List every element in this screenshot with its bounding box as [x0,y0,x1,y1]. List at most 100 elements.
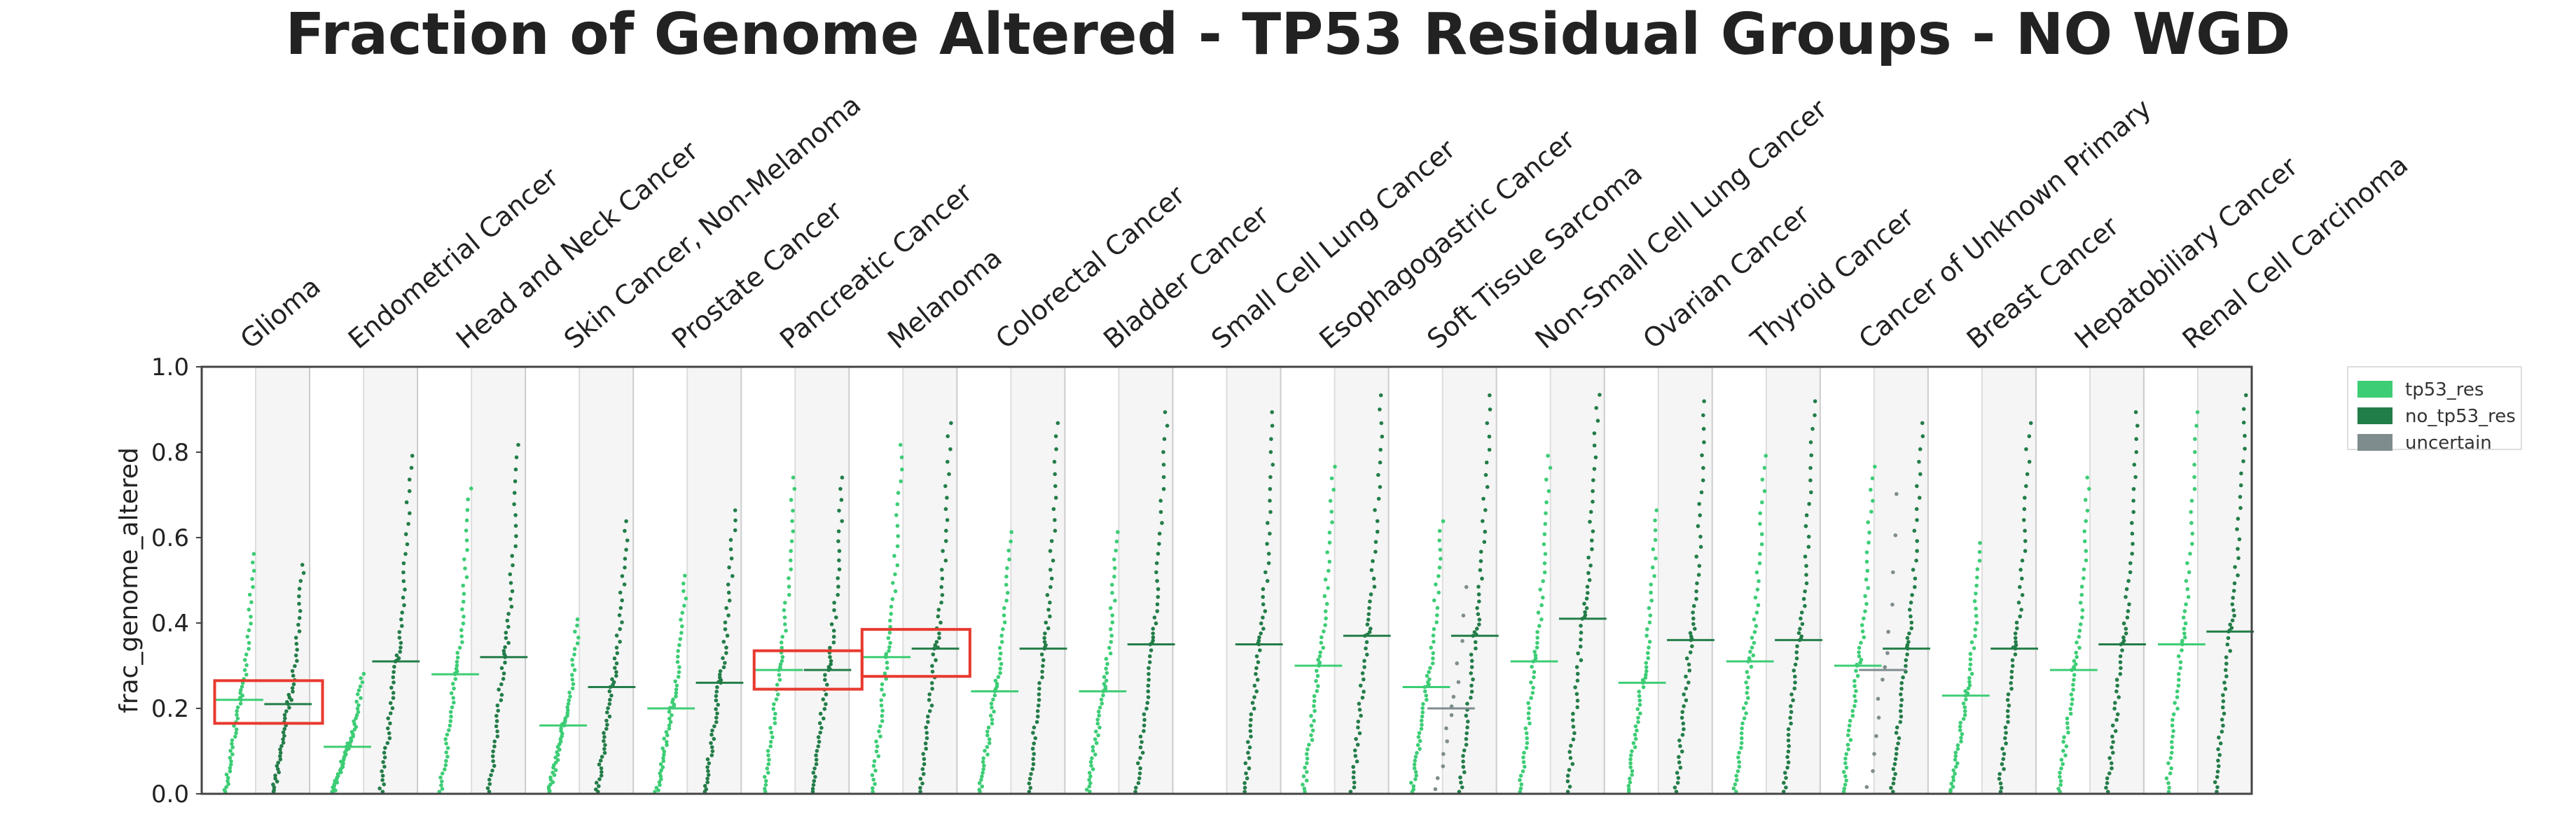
data-point [2110,723,2115,728]
data-point [1841,770,1846,774]
data-point [2074,662,2078,666]
data-point [709,732,714,737]
data-point [2013,636,2018,640]
data-point [1036,714,1040,719]
data-point [879,704,884,708]
data-point [2066,730,2070,735]
data-point [1647,620,1652,624]
data-point [924,746,928,751]
data-point [504,636,508,640]
data-point [1846,747,1850,752]
data-point [407,477,412,482]
data-point [710,749,715,753]
data-point [572,647,577,651]
data-point [463,566,467,570]
data-point [1378,407,1382,412]
data-point [1955,747,1960,751]
data-point [771,707,776,711]
data-point [1313,708,1317,713]
data-point [1032,741,1036,746]
data-point [1355,760,1359,764]
data-point [282,734,286,738]
data-point [1688,650,1693,654]
data-point [297,616,302,620]
data-point [508,581,513,585]
data-point [290,668,295,673]
data-point [281,737,285,741]
data-point [985,729,990,734]
data-point [1088,774,1093,778]
data-point [508,572,513,577]
data-point [409,465,414,470]
data-point [1899,698,1904,702]
data-point [440,771,445,776]
data-point [1358,683,1363,688]
data-point [1579,631,1584,635]
data-point [499,698,504,703]
data-point [293,636,298,640]
data-point [1961,701,1966,706]
data-point [401,595,406,600]
data-point [1257,635,1261,640]
data-point [291,690,295,694]
data-point [570,686,575,691]
data-point [774,697,779,701]
data-point [986,725,991,730]
data-point [2222,680,2227,685]
data-point [1466,720,1470,724]
data-point [925,731,929,735]
data-point [2065,726,2070,730]
data-point [1799,634,1803,638]
data-point [1481,496,1486,501]
data-point [1967,667,1972,671]
data-point [487,782,492,786]
data-point [1053,518,1057,522]
data-point [1638,711,1642,715]
data-point [1151,631,1155,636]
data-point [824,692,829,696]
data-point [1961,717,1966,721]
data-point [2001,757,2006,762]
data-point [822,716,826,721]
data-point [281,741,286,745]
data-point [1413,755,1418,759]
data-point [1436,590,1441,595]
data-point [247,592,252,597]
data-point [1095,718,1100,722]
data-point [1841,790,1846,794]
data-point [513,479,518,484]
data-point [1309,723,1314,728]
data-point [1893,533,1898,538]
data-point [1789,692,1794,696]
data-point [230,752,235,757]
data-point [1518,790,1522,794]
data-point [705,757,710,762]
data-point [571,682,576,686]
data-point [1033,736,1038,741]
data-point [1907,608,1912,612]
data-point [1958,728,1962,733]
data-point [550,770,555,775]
data-point [1904,658,1909,662]
data-point [2072,678,2076,682]
data-point [900,467,904,472]
data-point [1864,601,1869,606]
data-point [2178,666,2182,671]
data-point [228,766,233,770]
data-point [770,735,775,739]
data-point [1637,694,1642,699]
data-point [1977,559,1982,563]
data-point [1909,601,1913,605]
data-point [1430,661,1435,666]
data-point [2130,552,2134,556]
data-point [921,752,925,756]
data-point [2018,584,2022,589]
data-point [339,760,343,764]
data-point [1860,623,1864,627]
data-point [1315,689,1320,693]
data-point [1913,576,1918,581]
category-band [1819,367,1928,794]
data-point [726,582,730,587]
data-point [2072,659,2077,663]
data-point [791,529,796,533]
